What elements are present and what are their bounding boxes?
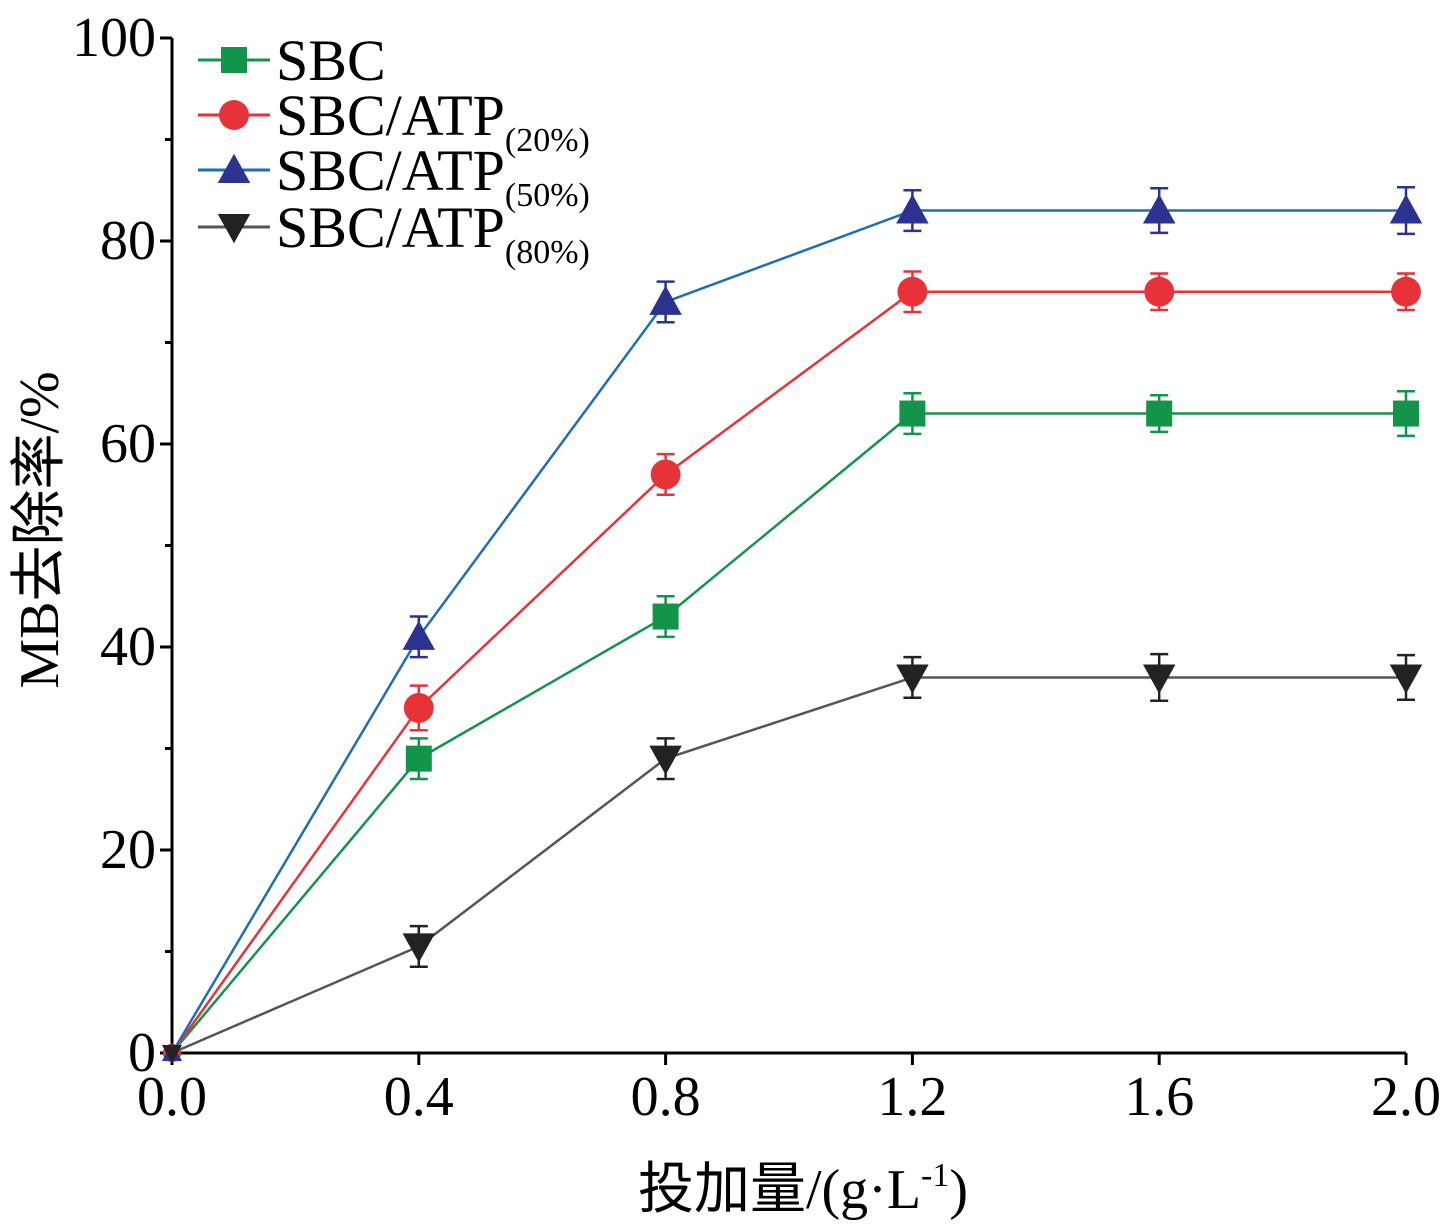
data-point <box>899 400 926 427</box>
legend-item-2: SBC/ATP(50%) <box>198 138 590 214</box>
data-point <box>896 194 929 224</box>
data-point <box>1389 664 1423 694</box>
series-line <box>170 209 1406 1054</box>
legend-marker <box>219 100 249 130</box>
x-axis-title-main: 投加量/(g·L <box>638 1159 921 1221</box>
y-tick-label: 60 <box>100 413 156 475</box>
x-axis-title: 投加量/(g·L-1) <box>638 1157 968 1221</box>
data-point <box>1391 276 1421 307</box>
legend-item-0: SBC <box>198 28 386 93</box>
x-tick-label: 1.6 <box>1124 1066 1194 1128</box>
x-tick-label: 0.0 <box>137 1066 207 1128</box>
series-1 <box>162 270 1421 1063</box>
y-tick-label: 20 <box>100 819 156 881</box>
series-line <box>171 676 1406 1055</box>
data-point <box>1142 194 1176 224</box>
legend-marker <box>217 214 251 244</box>
y-tick-label: 40 <box>100 616 156 678</box>
y-axis-title: MB去除率/% <box>9 371 71 688</box>
data-point <box>649 745 682 775</box>
legend-item-1: SBC/ATP(20%) <box>198 83 590 159</box>
legend-label-sub: (80%) <box>505 234 590 271</box>
y-tick-label: 80 <box>100 210 156 272</box>
legend-marker <box>217 153 251 183</box>
legend-item-3: SBC/ATP(80%) <box>198 195 590 271</box>
data-point <box>1389 194 1423 224</box>
series-line <box>171 412 1406 1054</box>
legend-label: SBC/ATP(80%) <box>276 195 590 271</box>
series-layer <box>162 185 1423 1063</box>
data-point <box>897 276 928 307</box>
legend-label-main: SBC/ATP <box>276 138 505 203</box>
data-point <box>1146 400 1173 427</box>
series-2 <box>162 185 1423 1061</box>
axes: 0 20 40 60 80 100 0.0 0.4 0.8 1.2 1.6 2.0 <box>72 7 1441 1128</box>
data-point <box>402 620 436 650</box>
data-point <box>1144 276 1175 307</box>
data-point <box>652 603 679 630</box>
legend-marker <box>221 47 247 73</box>
data-point <box>896 664 929 694</box>
x-tick-label: 0.4 <box>384 1066 454 1128</box>
legend-label: SBC/ATP(20%) <box>276 83 590 159</box>
legend-label-main: SBC/ATP <box>276 83 505 148</box>
data-point <box>649 285 682 315</box>
legend-label-sub: (20%) <box>505 122 590 159</box>
data-point <box>162 1045 182 1063</box>
data-point <box>405 745 432 772</box>
legend-label-main: SBC/ATP <box>276 195 505 260</box>
data-point <box>402 933 436 963</box>
x-axis-title-sup: -1 <box>921 1157 949 1194</box>
series-3 <box>162 652 1423 1063</box>
legend-label-main: SBC <box>276 28 386 93</box>
x-tick-label: 2.0 <box>1371 1066 1441 1128</box>
x-tick-label: 0.8 <box>631 1066 701 1128</box>
legend-label: SBC/ATP(50%) <box>276 138 590 214</box>
data-point <box>650 459 681 490</box>
data-point <box>403 692 434 723</box>
legend-label-sub: (50%) <box>505 177 590 214</box>
series-line <box>170 290 1406 1054</box>
data-point <box>1393 400 1419 427</box>
y-tick-label: 100 <box>72 7 156 69</box>
x-tick-label: 1.2 <box>877 1066 947 1128</box>
series-0 <box>164 389 1419 1061</box>
data-point <box>1142 664 1176 694</box>
y-tick-label: 0 <box>128 1022 156 1084</box>
x-axis-title-end: ) <box>949 1159 968 1221</box>
legend-label: SBC <box>276 28 386 93</box>
